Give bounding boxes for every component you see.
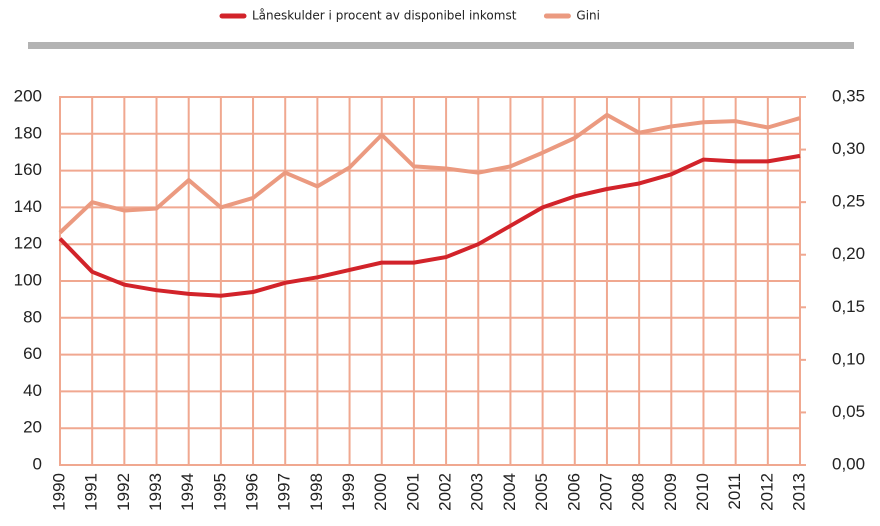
y-tick-label: 180 [14,123,42,142]
x-tick-label: 2004 [500,473,519,511]
x-tick-label: 1999 [339,473,358,511]
x-tick-label: 1996 [243,473,262,511]
x-tick-label: 2002 [436,473,455,511]
legend-label: Gini [576,9,600,23]
x-tick-label: 1994 [178,473,197,511]
x-tick-label: 2012 [757,473,776,511]
x-tick-label: 2013 [789,473,808,511]
x-tick-label: 1990 [49,473,68,511]
y2-tick-label: 0,00 [832,454,865,473]
header-bar [28,42,854,49]
x-tick-label: 2007 [596,473,615,511]
y2-tick-label: 0,15 [832,297,865,316]
x-tick-label: 2009 [661,473,680,511]
x-tick-label: 1991 [82,473,101,511]
y2-tick-label: 0,20 [832,244,865,263]
y2-tick-label: 0,10 [832,349,865,368]
y2-tick-label: 0,25 [832,192,865,211]
y-tick-label: 40 [23,381,42,400]
y-tick-label: 120 [14,234,42,253]
y-tick-label: 140 [14,197,42,216]
x-tick-label: 1998 [307,473,326,511]
x-tick-label: 2001 [403,473,422,511]
plot-frame [59,96,801,466]
y-tick-label: 160 [14,160,42,179]
x-tick-label: 1993 [146,473,165,511]
line-series [58,153,801,298]
x-tick-label: 2005 [532,473,551,511]
x-tick-label: 2008 [629,473,648,511]
x-tick-label: 1992 [114,473,133,511]
y-tick-label: 80 [23,307,42,326]
y-tick-label: 60 [23,344,42,363]
x-tick-label: 2003 [468,473,487,511]
y2-tick-label: 0,05 [832,402,865,421]
x-tick-label: 2000 [371,473,390,511]
legend-label: Låneskulder i procent av disponibel inko… [252,9,517,23]
y-tick-label: 200 [14,86,42,105]
y2-tick-label: 0,30 [832,139,865,158]
line-series [58,112,801,235]
y-tick-label: 20 [23,418,42,437]
x-tick-label: 2011 [725,473,744,510]
x-tick-label: 2010 [693,473,712,511]
y-tick-label: 0 [33,454,42,473]
y-tick-label: 100 [14,270,42,289]
x-tick-label: 1997 [275,473,294,511]
y2-tick-label: 0,35 [832,86,865,105]
x-tick-label: 1995 [210,473,229,511]
x-tick-label: 2006 [564,473,583,511]
